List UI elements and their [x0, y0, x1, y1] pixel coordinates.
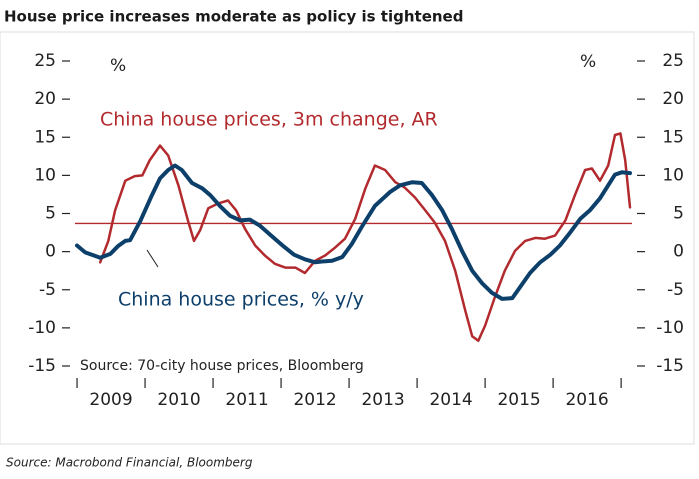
y-tick-label: 20 [34, 89, 56, 109]
x-tick-label: 2015 [497, 390, 540, 410]
y2-tick-label: 0 [673, 242, 684, 262]
y-tick-label: 5 [45, 204, 56, 224]
y-tick-label: -5 [39, 280, 56, 300]
y-tick-label: 0 [45, 242, 56, 262]
y2-tick-label: 5 [673, 204, 684, 224]
panel [0, 31, 695, 445]
x-tick-label: 2009 [89, 390, 132, 410]
series-label: China house prices, % y/y [118, 289, 364, 311]
y2-tick-label: 20 [662, 89, 684, 109]
y2-tick-label: -5 [667, 280, 684, 300]
y2-tick-label: -10 [656, 318, 684, 338]
y-tick-label: 10 [34, 165, 56, 185]
x-tick-label: 2014 [429, 390, 472, 410]
series-line [75, 163, 632, 301]
leader-line [146, 249, 159, 268]
x-tick-label: 2011 [225, 390, 268, 410]
y-tick-label: 15 [34, 127, 56, 147]
y-unit-right: % [580, 52, 596, 72]
x-tick-label: 2016 [565, 390, 608, 410]
y-tick-label: -10 [28, 318, 56, 338]
chart-title: House price increases moderate as policy… [4, 8, 463, 26]
inner-source: Source: 70-city house prices, Bloomberg [80, 358, 364, 374]
x-tick-label: 2010 [157, 390, 200, 410]
x-tick-label: 2012 [293, 390, 336, 410]
y2-tick-label: 10 [662, 165, 684, 185]
y2-tick-label: 15 [662, 127, 684, 147]
x-tick-label: 2013 [361, 390, 404, 410]
series-line [98, 132, 632, 343]
series-label: China house prices, 3m change, AR [100, 109, 438, 131]
y-unit-left: % [110, 56, 126, 76]
y-tick-label: -15 [28, 356, 56, 376]
footnote: Source: Macrobond Financial, Bloomberg [6, 456, 253, 470]
y2-tick-label: -15 [656, 356, 684, 376]
y-tick-label: 25 [34, 51, 56, 71]
y2-tick-label: 25 [662, 51, 684, 71]
